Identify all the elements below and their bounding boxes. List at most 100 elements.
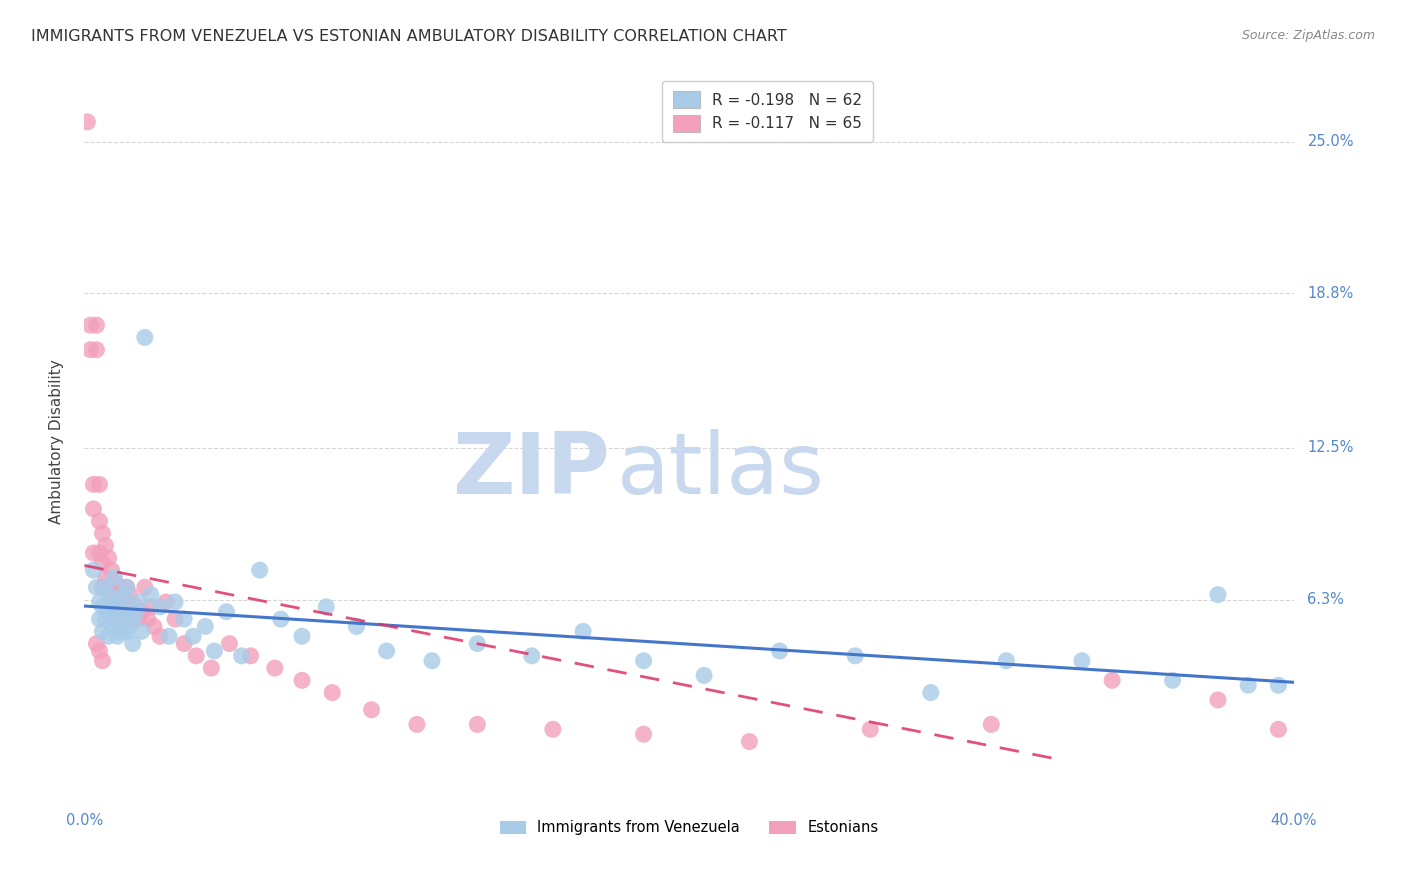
- Point: [406, 717, 429, 731]
- Text: Source: ZipAtlas.com: Source: ZipAtlas.com: [1241, 29, 1375, 42]
- Point: [139, 588, 162, 602]
- Point: [100, 619, 122, 633]
- Point: [91, 654, 114, 668]
- Point: [121, 605, 143, 619]
- Point: [94, 570, 117, 584]
- Point: [633, 727, 655, 741]
- Point: [104, 575, 127, 590]
- Text: 6.3%: 6.3%: [1308, 592, 1344, 607]
- Point: [118, 588, 141, 602]
- Point: [541, 723, 564, 737]
- Point: [110, 624, 132, 639]
- Point: [360, 703, 382, 717]
- Point: [104, 612, 127, 626]
- Point: [263, 661, 285, 675]
- Point: [97, 629, 120, 643]
- Point: [131, 605, 153, 619]
- Point: [136, 612, 159, 626]
- Point: [94, 580, 117, 594]
- Point: [134, 330, 156, 344]
- Text: 18.8%: 18.8%: [1308, 285, 1354, 301]
- Point: [125, 605, 148, 619]
- Point: [107, 629, 129, 643]
- Point: [467, 717, 489, 731]
- Point: [165, 595, 187, 609]
- Point: [91, 624, 114, 639]
- Point: [97, 550, 120, 565]
- Text: ZIP: ZIP: [453, 429, 610, 512]
- Point: [110, 605, 132, 619]
- Point: [82, 546, 104, 560]
- Point: [91, 556, 114, 570]
- Point: [91, 599, 114, 614]
- Point: [86, 343, 108, 357]
- Point: [520, 648, 543, 663]
- Point: [115, 624, 138, 639]
- Point: [94, 539, 117, 553]
- Point: [572, 624, 595, 639]
- Point: [844, 648, 866, 663]
- Point: [995, 654, 1018, 668]
- Point: [94, 612, 117, 626]
- Point: [91, 526, 114, 541]
- Point: [128, 595, 150, 609]
- Point: [118, 619, 141, 633]
- Point: [107, 595, 129, 609]
- Point: [121, 637, 143, 651]
- Point: [215, 605, 238, 619]
- Point: [1237, 678, 1260, 692]
- Point: [125, 599, 148, 614]
- Point: [100, 563, 122, 577]
- Point: [769, 644, 792, 658]
- Point: [186, 648, 208, 663]
- Point: [218, 637, 240, 651]
- Point: [467, 637, 489, 651]
- Point: [980, 717, 1002, 731]
- Point: [291, 629, 314, 643]
- Point: [239, 648, 262, 663]
- Point: [89, 612, 111, 626]
- Point: [82, 563, 104, 577]
- Y-axis label: Ambulatory Disability: Ambulatory Disability: [49, 359, 63, 524]
- Point: [115, 599, 138, 614]
- Point: [1267, 723, 1289, 737]
- Point: [97, 605, 120, 619]
- Point: [1206, 588, 1229, 602]
- Point: [115, 580, 138, 594]
- Point: [134, 580, 156, 594]
- Point: [110, 605, 132, 619]
- Point: [104, 570, 127, 584]
- Point: [107, 588, 129, 602]
- Point: [89, 644, 111, 658]
- Point: [859, 723, 882, 737]
- Point: [89, 546, 111, 560]
- Point: [165, 612, 187, 626]
- Point: [86, 637, 108, 651]
- Point: [131, 624, 153, 639]
- Point: [149, 599, 172, 614]
- Point: [115, 580, 138, 594]
- Point: [157, 629, 180, 643]
- Point: [104, 612, 127, 626]
- Point: [291, 673, 314, 688]
- Point: [202, 644, 225, 658]
- Point: [181, 629, 204, 643]
- Point: [112, 612, 135, 626]
- Point: [100, 595, 122, 609]
- Point: [194, 619, 217, 633]
- Point: [82, 477, 104, 491]
- Text: atlas: atlas: [616, 429, 824, 512]
- Point: [91, 580, 114, 594]
- Point: [315, 599, 337, 614]
- Point: [149, 629, 172, 643]
- Point: [173, 612, 195, 626]
- Point: [97, 588, 120, 602]
- Point: [79, 318, 101, 333]
- Point: [110, 580, 132, 594]
- Point: [97, 580, 120, 594]
- Point: [107, 605, 129, 619]
- Point: [1206, 693, 1229, 707]
- Text: 25.0%: 25.0%: [1308, 134, 1354, 149]
- Point: [100, 599, 122, 614]
- Point: [89, 595, 111, 609]
